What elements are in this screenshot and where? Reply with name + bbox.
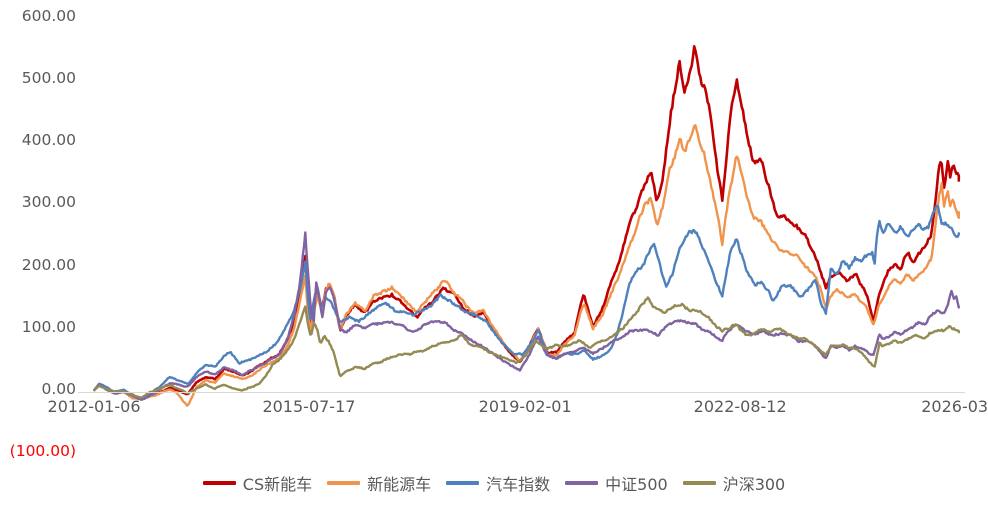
legend-item-4: 沪深300: [682, 471, 786, 495]
series-line-0: [93, 44, 961, 401]
series-line-1: [93, 124, 960, 407]
legend-line-swatch-icon: [446, 481, 480, 485]
x-tick-label-1: 2015-07-17: [262, 397, 356, 416]
legend-item-0: CS新能车: [202, 471, 313, 495]
legend-label: CS新能车: [242, 475, 313, 494]
y-tick-label-100: 100.00: [21, 317, 76, 336]
legend-line-swatch-icon: [682, 481, 716, 485]
legend-item-2: 汽车指数: [446, 471, 550, 495]
legend-label: 中证500: [605, 475, 668, 494]
y-tick-label-600: 600.00: [21, 6, 76, 25]
y-tick-label-300: 300.00: [21, 193, 76, 212]
legend-item-1: 新能源车: [327, 471, 431, 495]
series-line-2: [93, 204, 960, 400]
x-tick-label-0: 2012-01-06: [47, 397, 141, 416]
legend-label: 新能源车: [367, 475, 432, 494]
legend-line-swatch-icon: [565, 481, 599, 485]
x-tick-label-2: 2019-02-01: [478, 397, 572, 416]
x-tick-label-3: 2022-08-12: [693, 397, 787, 416]
series-line-4: [93, 296, 960, 399]
legend-label: 沪深300: [722, 475, 786, 494]
legend-item-3: 中证500: [565, 471, 668, 495]
y-tick-label-0: 0.00: [41, 380, 76, 398]
y-tick-label--100: (100.00): [9, 442, 76, 461]
legend-line-swatch-icon: [202, 481, 236, 485]
y-tick-label-200: 200.00: [21, 255, 76, 274]
chart-legend: CS新能车 新能源车 汽车指数 中证500 沪深300: [0, 471, 988, 495]
y-tick-label-500: 500.00: [21, 69, 76, 88]
legend-line-swatch-icon: [327, 481, 361, 485]
y-tick-label-400: 400.00: [21, 131, 76, 150]
x-tick-label-4: 2026-03-: [921, 397, 988, 416]
series-line-3: [93, 231, 960, 401]
x-axis-zero-line: [78, 392, 965, 393]
legend-label: 汽车指数: [486, 475, 551, 494]
